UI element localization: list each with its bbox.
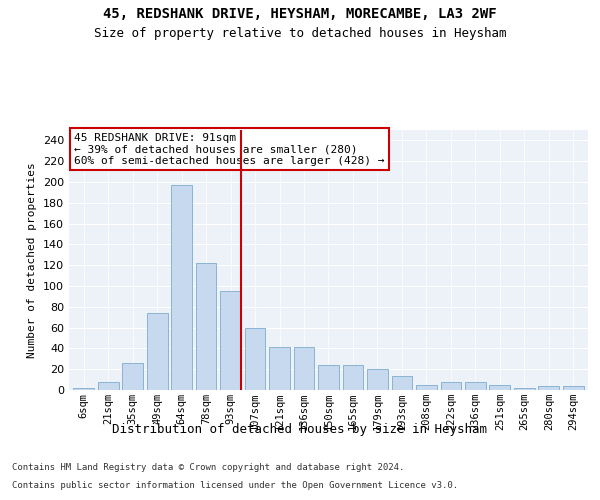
Bar bbox=[245, 328, 265, 390]
Y-axis label: Number of detached properties: Number of detached properties bbox=[28, 162, 37, 358]
Bar bbox=[318, 365, 339, 390]
Bar bbox=[293, 348, 314, 390]
Bar bbox=[538, 386, 559, 390]
Bar bbox=[220, 291, 241, 390]
Bar bbox=[367, 369, 388, 390]
Text: Contains HM Land Registry data © Crown copyright and database right 2024.: Contains HM Land Registry data © Crown c… bbox=[12, 462, 404, 471]
Text: 45 REDSHANK DRIVE: 91sqm
← 39% of detached houses are smaller (280)
60% of semi-: 45 REDSHANK DRIVE: 91sqm ← 39% of detach… bbox=[74, 132, 385, 166]
Text: Distribution of detached houses by size in Heysham: Distribution of detached houses by size … bbox=[113, 422, 487, 436]
Bar bbox=[490, 385, 510, 390]
Text: 45, REDSHANK DRIVE, HEYSHAM, MORECAMBE, LA3 2WF: 45, REDSHANK DRIVE, HEYSHAM, MORECAMBE, … bbox=[103, 8, 497, 22]
Bar bbox=[465, 382, 486, 390]
Bar bbox=[392, 376, 412, 390]
Bar bbox=[440, 382, 461, 390]
Bar bbox=[196, 263, 217, 390]
Bar bbox=[171, 185, 192, 390]
Bar bbox=[416, 385, 437, 390]
Bar bbox=[147, 313, 167, 390]
Bar bbox=[563, 386, 584, 390]
Text: Contains public sector information licensed under the Open Government Licence v3: Contains public sector information licen… bbox=[12, 481, 458, 490]
Bar bbox=[73, 388, 94, 390]
Bar bbox=[514, 388, 535, 390]
Bar bbox=[269, 348, 290, 390]
Bar bbox=[343, 365, 364, 390]
Text: Size of property relative to detached houses in Heysham: Size of property relative to detached ho… bbox=[94, 28, 506, 40]
Bar bbox=[122, 363, 143, 390]
Bar bbox=[98, 382, 119, 390]
